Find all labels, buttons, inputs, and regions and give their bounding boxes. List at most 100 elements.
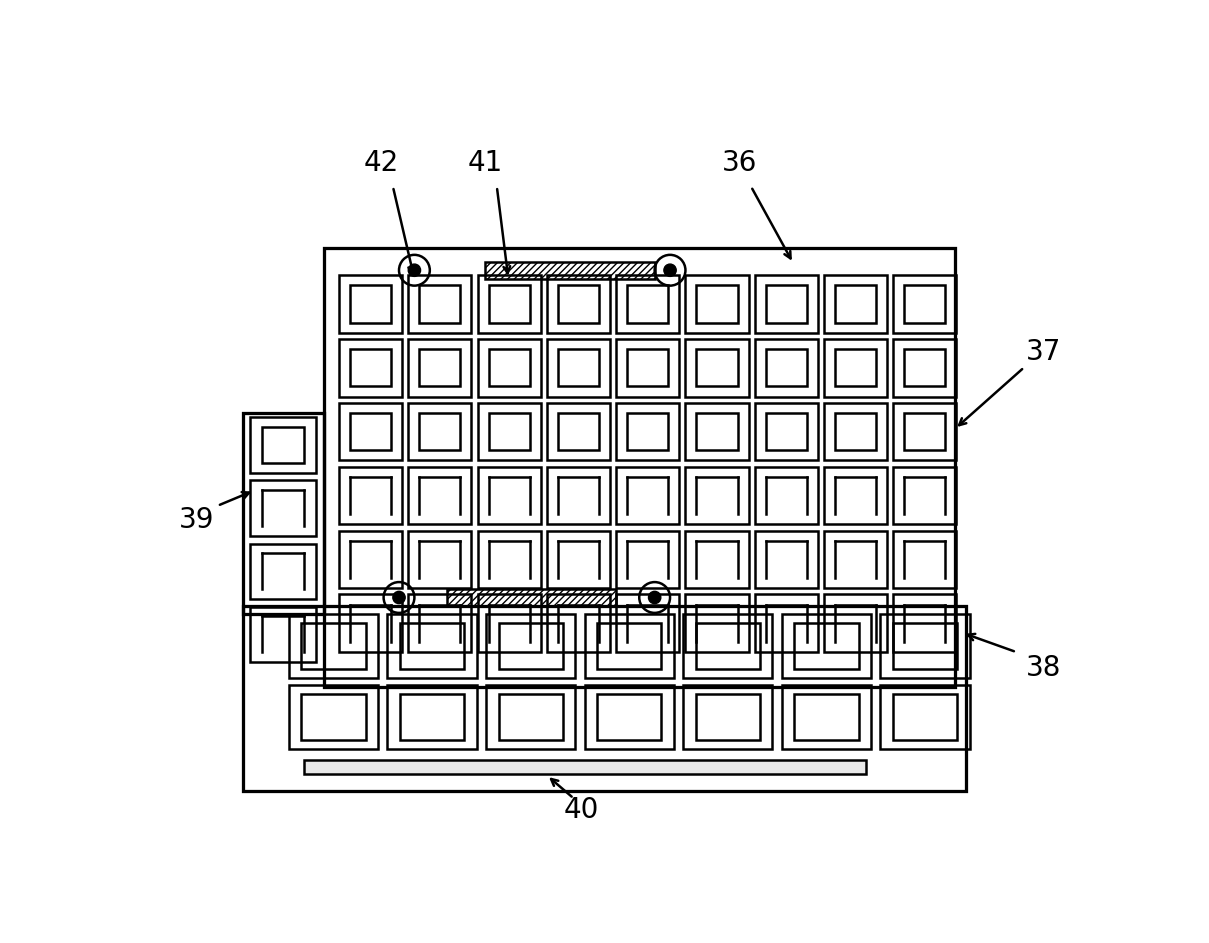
Bar <box>289 685 378 749</box>
Bar <box>546 594 611 653</box>
Bar <box>478 403 540 460</box>
Bar <box>498 622 563 670</box>
Bar <box>301 622 365 670</box>
Bar <box>488 349 530 387</box>
Bar <box>825 467 887 524</box>
Bar <box>695 693 760 740</box>
Bar <box>478 467 540 524</box>
Bar <box>305 760 867 774</box>
Bar <box>546 339 611 396</box>
Bar <box>893 339 956 396</box>
Bar <box>546 274 611 333</box>
Bar <box>420 413 461 451</box>
Bar <box>754 339 817 396</box>
Bar <box>754 274 817 333</box>
Bar <box>683 685 773 749</box>
Bar <box>627 349 669 387</box>
Bar <box>754 403 817 460</box>
Bar <box>617 339 679 396</box>
Bar <box>486 614 575 678</box>
Bar <box>420 285 461 323</box>
Bar <box>765 285 806 323</box>
Bar <box>627 413 669 451</box>
Bar <box>478 531 540 588</box>
Bar <box>387 614 476 678</box>
Bar <box>546 531 611 588</box>
Bar <box>546 403 611 460</box>
Bar <box>324 248 955 687</box>
Bar <box>557 349 598 387</box>
Bar <box>686 594 748 653</box>
Bar <box>835 413 877 451</box>
Text: 39: 39 <box>179 505 214 534</box>
Bar <box>754 531 817 588</box>
Bar <box>695 622 760 670</box>
Bar <box>765 413 806 451</box>
Bar <box>349 349 391 387</box>
Bar <box>825 531 887 588</box>
Bar <box>794 622 858 670</box>
Text: 40: 40 <box>563 796 600 824</box>
Bar <box>904 349 945 387</box>
Bar <box>409 467 472 524</box>
Bar <box>409 531 472 588</box>
Bar <box>627 285 669 323</box>
Bar <box>478 594 540 653</box>
Text: 36: 36 <box>722 149 757 177</box>
Bar <box>686 339 748 396</box>
Bar <box>835 349 877 387</box>
Bar <box>686 531 748 588</box>
Bar <box>825 339 887 396</box>
Bar <box>696 413 737 451</box>
Bar <box>782 685 870 749</box>
Bar <box>557 413 598 451</box>
Bar <box>250 606 316 662</box>
Bar <box>349 413 391 451</box>
Bar <box>904 413 945 451</box>
Bar <box>880 614 970 678</box>
Bar <box>339 339 403 396</box>
Bar <box>765 349 806 387</box>
Bar <box>339 274 403 333</box>
Bar <box>243 413 324 614</box>
Bar <box>825 594 887 653</box>
Bar <box>250 543 316 599</box>
Circle shape <box>409 264 421 276</box>
Bar <box>301 693 365 740</box>
Bar <box>782 614 870 678</box>
Bar <box>893 274 956 333</box>
Bar <box>478 339 540 396</box>
Bar <box>893 594 956 653</box>
Bar <box>409 403 472 460</box>
Bar <box>893 531 956 588</box>
Bar <box>339 531 403 588</box>
Bar <box>880 685 970 749</box>
Bar <box>904 285 945 323</box>
Bar <box>409 339 472 396</box>
Bar <box>250 480 316 536</box>
Bar <box>696 285 737 323</box>
Bar <box>597 693 661 740</box>
Bar <box>488 285 530 323</box>
Bar <box>289 614 378 678</box>
Bar <box>686 274 748 333</box>
Bar <box>617 403 679 460</box>
Bar <box>585 614 673 678</box>
Bar <box>754 467 817 524</box>
Bar <box>617 594 679 653</box>
Bar <box>250 418 316 472</box>
Bar <box>486 685 575 749</box>
Bar <box>892 693 958 740</box>
Bar <box>262 427 305 463</box>
Bar <box>835 285 877 323</box>
Bar <box>686 403 748 460</box>
Bar <box>893 403 956 460</box>
Bar <box>617 531 679 588</box>
Bar <box>478 274 540 333</box>
Bar <box>754 594 817 653</box>
Bar <box>585 685 673 749</box>
Bar <box>794 693 858 740</box>
Bar <box>892 622 958 670</box>
Text: 42: 42 <box>364 149 399 177</box>
Bar <box>409 274 472 333</box>
